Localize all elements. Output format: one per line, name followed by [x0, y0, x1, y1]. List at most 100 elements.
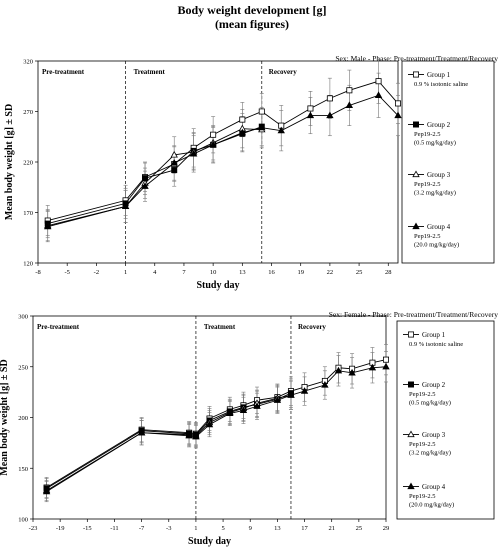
female-data-point	[321, 380, 329, 388]
male-series-line-group-4	[47, 94, 399, 228]
female-x-tick-label: -15	[83, 525, 92, 532]
female-phase-label: Recovery	[298, 323, 326, 331]
female-series-line-group-2	[46, 392, 292, 489]
female-data-point	[382, 362, 390, 370]
male-data-point	[277, 126, 285, 134]
male-phase-label: Pre-treatment	[42, 68, 85, 76]
female-x-tick-label: -23	[29, 525, 38, 532]
male-y-tick-label: 270	[23, 109, 33, 116]
female-x-axis-label: Study day	[188, 536, 231, 547]
male-data-point	[375, 78, 382, 85]
male-legend-marker	[412, 170, 420, 178]
male-data-point	[346, 87, 353, 94]
male-x-tick-label: -8	[35, 269, 40, 276]
male-data-point	[189, 149, 198, 157]
male-legend-entry-desc: Pep19-2.5	[414, 181, 441, 188]
female-legend-box	[396, 320, 495, 520]
male-y-tick-label: 220	[23, 160, 33, 167]
female-legend-entry-desc: Pep19-2.5	[409, 441, 436, 448]
female-legend-entry-desc: 0.9 % isotonic saline	[409, 341, 463, 348]
female-x-tick-label: 21	[328, 525, 335, 532]
male-x-tick-label: 19	[297, 269, 304, 276]
male-data-point	[238, 128, 247, 136]
male-legend-entry-name: Group 4	[427, 223, 451, 231]
male-y-axis-label: Mean body weight [g] ± SD	[4, 104, 15, 220]
female-data-point	[192, 432, 200, 440]
male-x-tick-label: 1	[124, 269, 127, 276]
male-legend-marker	[412, 121, 419, 128]
male-data-point	[170, 150, 178, 158]
male-legend-entry-name: Group 1	[427, 71, 451, 79]
female-legend-entry-name: Group 2	[422, 381, 446, 389]
male-legend-entry-name: Group 2	[427, 121, 451, 129]
male-series-line-group-2	[47, 126, 262, 225]
male-plot-frame	[37, 60, 399, 264]
male-data-point	[141, 182, 149, 189]
female-series-line-group-3	[46, 394, 292, 491]
female-data-point	[348, 368, 356, 376]
male-x-tick-label: 16	[268, 269, 275, 276]
male-legend-marker	[412, 71, 419, 78]
female-data-point	[287, 391, 295, 398]
male-data-point	[326, 111, 334, 119]
male-phase-label: Treatment	[134, 68, 166, 76]
male-data-point	[374, 91, 383, 98]
female-x-tick-label: -7	[139, 525, 145, 532]
female-phase-label: Pre-treatment	[37, 323, 80, 331]
male-x-tick-label: 4	[153, 269, 157, 276]
female-y-tick-label: 150	[18, 466, 28, 473]
male-x-tick-label: -2	[94, 269, 99, 276]
male-x-tick-label: 25	[356, 269, 363, 276]
female-series-line-group-4	[46, 366, 387, 492]
female-x-tick-label: 29	[383, 525, 390, 532]
male-y-tick-label: 120	[23, 261, 33, 268]
female-legend-entry-desc: (20.0 mg/kg/day)	[409, 502, 454, 509]
male-x-tick-label: 28	[385, 269, 392, 276]
male-x-tick-label: -5	[64, 269, 69, 276]
male-legend-entry-desc: (0.5 mg/kg/day)	[414, 140, 456, 147]
female-data-point	[205, 420, 214, 428]
female-y-tick-label: 300	[18, 314, 28, 321]
male-data-point	[326, 95, 333, 102]
male-data-point	[394, 100, 401, 107]
male-series-line-group-1	[47, 80, 399, 222]
female-y-tick-label: 100	[18, 517, 28, 524]
male-data-point	[209, 140, 217, 148]
female-legend-entry-desc: Pep19-2.5	[409, 493, 436, 500]
male-legend-box	[401, 60, 495, 264]
female-legend-entry-name: Group 4	[422, 483, 446, 491]
male-data-point	[394, 111, 402, 119]
male-data-point	[121, 202, 130, 210]
female-x-tick-label: 17	[301, 525, 308, 532]
figure-title: Body weight development [g]	[177, 3, 327, 17]
female-x-tick-label: 13	[274, 525, 281, 532]
female-x-tick-label: -19	[56, 525, 65, 532]
female-y-tick-label: 200	[18, 415, 28, 422]
male-legend-entry-desc: Pep19-2.5	[414, 131, 441, 138]
male-data-point	[170, 158, 178, 166]
female-data-point	[137, 428, 146, 436]
female-legend-entry-desc: (0.5 mg/kg/day)	[409, 400, 451, 407]
male-data-point	[258, 123, 266, 131]
female-legend-entry-name: Group 1	[422, 331, 446, 339]
female-data-point	[253, 402, 261, 409]
male-data-point	[210, 131, 217, 138]
male-x-tick-label: 13	[239, 269, 246, 276]
male-chart-header: Sex: Male - Phase: Pre-treatment/Treatme…	[335, 54, 498, 63]
figure-subtitle: (mean figures)	[214, 17, 290, 31]
male-data-point	[171, 167, 178, 174]
male-x-tick-label: 22	[327, 269, 334, 276]
male-y-tick-label: 320	[23, 59, 33, 66]
female-data-point	[239, 406, 248, 413]
male-legend-entry-desc: 0.9 % isotonic saline	[414, 81, 468, 88]
male-series-line-group-3	[47, 128, 262, 227]
male-legend-entry-desc: Pep19-2.5	[414, 233, 441, 240]
male-phase-label: Recovery	[269, 68, 297, 76]
female-data-point	[368, 363, 377, 371]
female-data-point	[273, 396, 282, 403]
female-series-line-group-1	[46, 359, 387, 488]
female-y-axis-label: Mean body weight [g] ± SD	[0, 359, 10, 475]
female-y-tick-label: 250	[18, 364, 28, 371]
male-data-point	[239, 116, 246, 123]
